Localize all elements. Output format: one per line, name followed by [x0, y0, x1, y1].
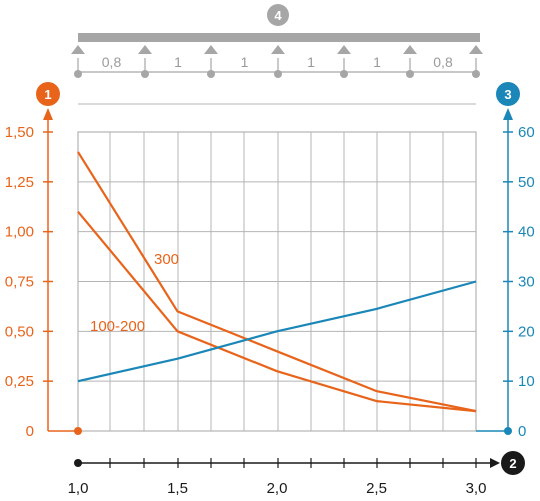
axes: 00,250,500,751,001,251,50101020304050603… [5, 82, 535, 497]
badge-1-circle [36, 82, 60, 106]
beam-bar [78, 33, 480, 42]
span-node [340, 70, 348, 78]
x-axis-tick-label: 1,0 [68, 480, 89, 497]
support-triangle [138, 45, 152, 54]
span-node [207, 70, 215, 78]
right-axis-arrow [503, 108, 513, 120]
badge-3-circle [496, 82, 520, 106]
left-axis-tick-label: 0,25 [5, 373, 34, 390]
span-node [406, 70, 414, 78]
right-axis-origin-dot [504, 427, 512, 435]
support-triangle [271, 45, 285, 54]
beam-span-label: 1 [373, 54, 381, 70]
left-axis-tick-label: 0 [26, 423, 34, 440]
x-axis-tick-label: 3,0 [466, 480, 487, 497]
labels: 300 100-200 [90, 251, 179, 335]
right-axis-tick-label: 50 [518, 174, 535, 191]
left-axis-origin-dot [74, 427, 82, 435]
beam-span-label: 0,8 [102, 54, 122, 70]
series-label-300: 300 [154, 251, 179, 268]
right-axis-tick-label: 40 [518, 224, 535, 241]
right-axis-tick-label: 60 [518, 124, 535, 141]
series-lines [77, 151, 477, 413]
right-axis-tick-label: 10 [518, 373, 535, 390]
span-node [472, 70, 480, 78]
x-axis-arrow [490, 458, 500, 468]
left-axis-tick-label: 1,00 [5, 224, 34, 241]
left-axis-tick-label: 0,75 [5, 274, 34, 291]
x-axis-tick-label: 2,5 [366, 480, 387, 497]
beam-diagram: 0,8 1 1 1 1 0,8 4 [71, 4, 483, 78]
series-line-300 [77, 151, 477, 413]
span-node [141, 70, 149, 78]
series-line-100-200 [77, 210, 477, 413]
beam-span-label: 1 [307, 54, 315, 70]
badge-2-circle [501, 451, 525, 475]
support-triangle [403, 45, 417, 54]
support-triangle [469, 45, 483, 54]
beam-span-label: 0,8 [433, 54, 453, 70]
grid [77, 103, 477, 432]
series-line-right-axis [77, 280, 477, 383]
support-triangle [337, 45, 351, 54]
x-axis-tick-label: 2,0 [267, 480, 288, 497]
right-axis-tick-label: 20 [518, 323, 535, 340]
left-axis-tick-label: 0,50 [5, 323, 34, 340]
left-axis-arrow [43, 108, 53, 120]
left-axis-tick-label: 1,25 [5, 174, 34, 191]
span-node [74, 70, 82, 78]
left-axis-tick-label: 1,50 [5, 124, 34, 141]
support-triangle [71, 45, 85, 54]
badge-1-label: 1 [44, 87, 51, 102]
badge-4-circle [267, 4, 289, 26]
span-node [274, 70, 282, 78]
x-axis-tick-label: 1,5 [167, 480, 188, 497]
series-label-100-200: 100-200 [90, 318, 145, 335]
beam-span-label: 1 [241, 54, 249, 70]
badge-4-label: 4 [274, 8, 282, 23]
x-axis-origin-dot [74, 459, 82, 467]
right-axis-tick-label: 0 [518, 423, 526, 440]
badge-3-label: 3 [504, 87, 511, 102]
badge-2-label: 2 [509, 456, 516, 471]
right-axis-tick-label: 30 [518, 274, 535, 291]
beam-span-label: 1 [174, 54, 182, 70]
support-triangle [204, 45, 218, 54]
